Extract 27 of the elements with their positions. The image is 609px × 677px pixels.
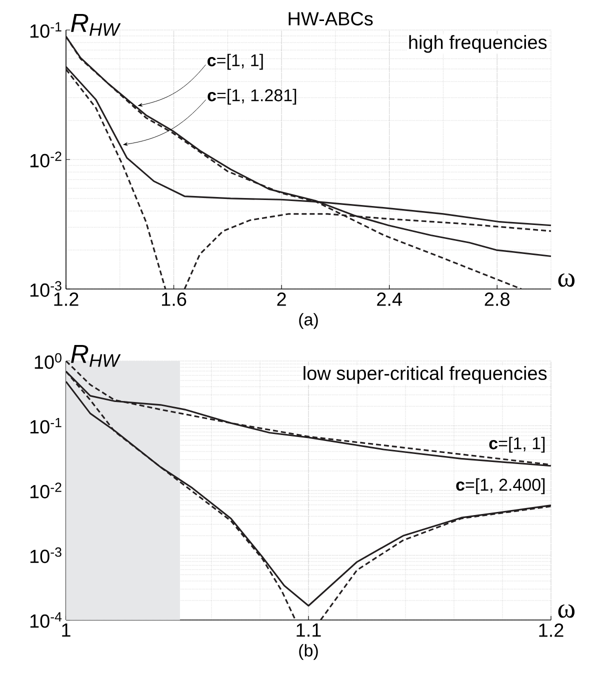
x-tick-label: 2.4 bbox=[377, 292, 402, 306]
annotation: low super-critical frequencies bbox=[304, 366, 547, 384]
x-tick-label: 1.6 bbox=[162, 292, 186, 306]
x-axis-title: ω bbox=[558, 273, 575, 287]
chart-title: HW-ABCs bbox=[288, 12, 373, 26]
annotation: c=[1, 2.400] bbox=[456, 478, 545, 494]
annotation: high frequencies bbox=[409, 35, 547, 53]
x-tick-label: 1.1 bbox=[296, 624, 321, 637]
y-tick-label: 10$^{-1}$ bbox=[30, 22, 62, 38]
text: (b) bbox=[299, 644, 318, 660]
annotation: c=[1, 1.281] bbox=[208, 88, 296, 105]
y-tick-label: 10$^{-4}$ bbox=[30, 612, 62, 628]
x-tick-label: 2.8 bbox=[484, 292, 510, 306]
y-tick-label: 10$^{-2}$ bbox=[30, 152, 62, 168]
y-tick-label: 10$^{-1}$ bbox=[30, 418, 62, 434]
y-tick-label: 10$^{-3}$ bbox=[30, 547, 62, 564]
y-axis-title: R$_{HW}$ bbox=[71, 14, 121, 36]
x-axis-title: ω bbox=[558, 604, 575, 618]
text: (a) bbox=[299, 313, 318, 329]
x-tick-label: 2 bbox=[277, 292, 286, 306]
y-axis-title: R$_{HW}$ bbox=[71, 344, 121, 367]
y-tick-label: 10$^{-2}$ bbox=[30, 482, 62, 498]
x-tick-label: 1.2 bbox=[539, 624, 564, 637]
annotation: c=[1, 1] bbox=[489, 436, 545, 453]
annotation: c=[1, 1] bbox=[208, 54, 263, 70]
y-tick-label: 10$^{0}$ bbox=[34, 353, 62, 369]
x-tick-label: 1 bbox=[62, 624, 70, 637]
